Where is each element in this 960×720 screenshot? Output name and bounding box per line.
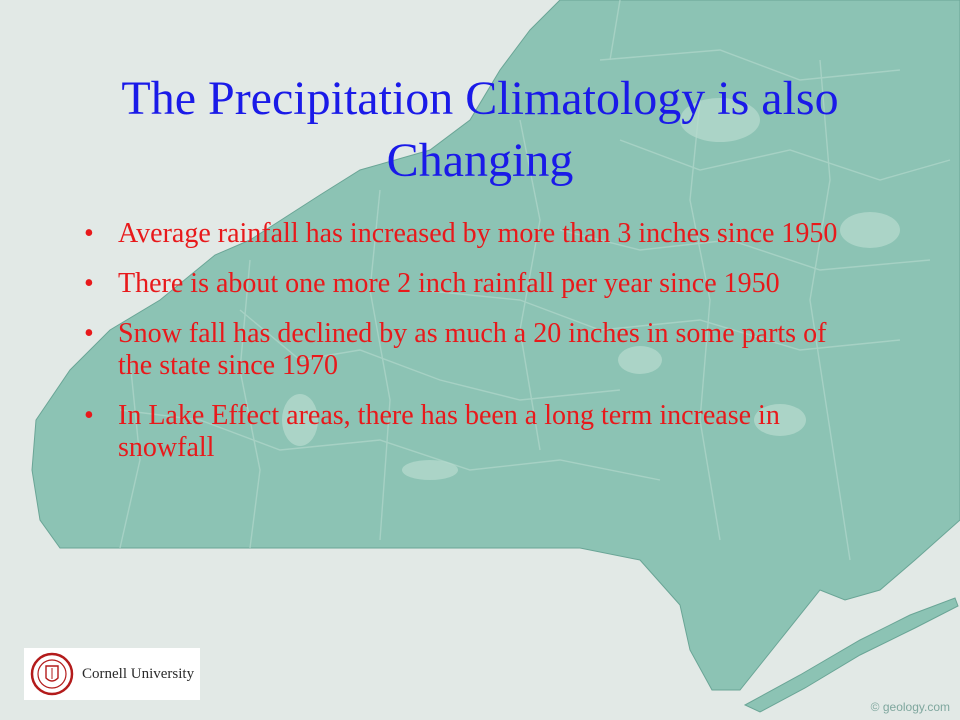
bullet-icon: • (84, 268, 94, 299)
bullet-text: There is about one more 2 inch rainfall … (118, 268, 780, 299)
bullet-text: In Lake Effect areas, there has been a l… (118, 400, 780, 463)
bullet-text: Snow fall has declined by as much a 20 i… (118, 318, 827, 381)
bullet-item: • There is about one more 2 inch rainfal… (82, 268, 862, 300)
bullet-item: • In Lake Effect areas, there has been a… (82, 400, 862, 464)
bullet-icon: • (84, 318, 94, 349)
bullet-item: • Average rainfall has increased by more… (82, 218, 862, 250)
watermark: © geology.com (870, 700, 950, 714)
logo-text: Cornell University (82, 665, 195, 682)
bullet-icon: • (84, 400, 94, 431)
bullet-text: Average rainfall has increased by more t… (118, 218, 838, 249)
bullet-icon: • (84, 218, 94, 249)
slide-title: The Precipitation Climatology is also Ch… (121, 72, 839, 187)
cornell-seal-icon (30, 652, 74, 696)
bullet-list: • Average rainfall has increased by more… (82, 218, 862, 482)
cornell-logo: Cornell University (24, 648, 200, 700)
bullet-item: • Snow fall has declined by as much a 20… (82, 318, 862, 382)
